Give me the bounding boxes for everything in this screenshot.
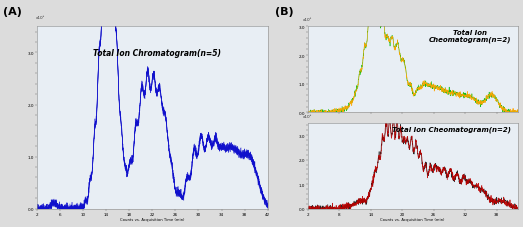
- Text: Total Ion
Cheomatogram(n=2): Total Ion Cheomatogram(n=2): [429, 30, 511, 43]
- Text: (A): (A): [3, 7, 21, 17]
- Text: Total Ion Cheomatogram(n=2): Total Ion Cheomatogram(n=2): [392, 126, 511, 132]
- Text: x10⁵: x10⁵: [36, 16, 44, 20]
- Text: x10⁶: x10⁶: [303, 18, 313, 22]
- Text: x10⁵: x10⁵: [303, 114, 313, 118]
- Text: Total Ion Chromatogram(n=5): Total Ion Chromatogram(n=5): [93, 49, 221, 58]
- X-axis label: Counts vs. Acquisition Time (min): Counts vs. Acquisition Time (min): [380, 217, 445, 221]
- Text: (B): (B): [275, 7, 293, 17]
- X-axis label: Counts vs. Acquisition Time (min): Counts vs. Acquisition Time (min): [120, 217, 185, 221]
